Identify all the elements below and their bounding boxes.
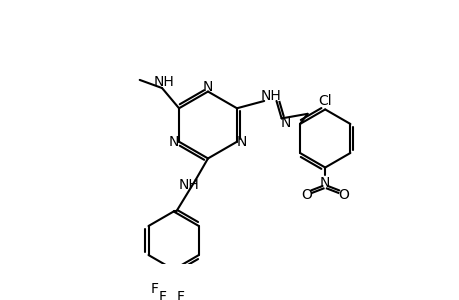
Text: NH: NH xyxy=(260,89,281,103)
Text: N: N xyxy=(202,80,213,94)
Text: NH: NH xyxy=(178,178,199,192)
Text: O: O xyxy=(337,188,348,202)
Text: NH: NH xyxy=(153,75,174,89)
Text: F: F xyxy=(159,290,167,300)
Text: O: O xyxy=(301,188,312,202)
Text: N: N xyxy=(280,116,291,130)
Text: Cl: Cl xyxy=(318,94,331,108)
Text: N: N xyxy=(236,135,247,149)
Text: N: N xyxy=(319,176,330,190)
Text: N: N xyxy=(168,135,179,149)
Text: F: F xyxy=(150,282,158,296)
Text: F: F xyxy=(176,290,185,300)
